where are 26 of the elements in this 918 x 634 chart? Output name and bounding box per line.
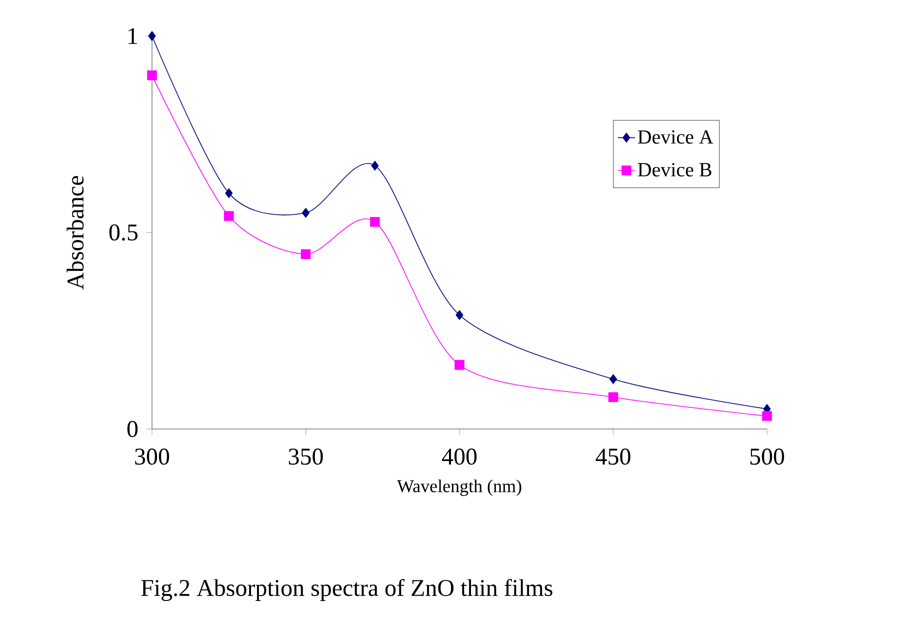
point <box>300 249 311 260</box>
x-tick-label: 450 <box>596 448 630 465</box>
legend-label: Device B <box>638 163 712 176</box>
x-tick-label: 500 <box>750 448 784 465</box>
point <box>225 188 233 198</box>
text: Fig.2 Absorption spectra of ZnO thin films <box>141 578 552 602</box>
x-tick-label: 350 <box>288 448 323 465</box>
point <box>609 374 618 384</box>
point <box>224 211 234 221</box>
point <box>762 411 772 421</box>
point <box>370 216 380 227</box>
point <box>302 208 310 218</box>
point <box>371 160 379 171</box>
y-tick-label: 1 <box>128 28 138 44</box>
point <box>454 360 464 370</box>
y-tick-label: 0.5 <box>109 224 138 241</box>
point <box>608 392 618 402</box>
x-axis-title: Wavelength (nm) <box>397 480 522 496</box>
y-tick-label: 0 <box>127 420 138 438</box>
x-tick-label: 300 <box>135 448 170 465</box>
legend-label: Device A <box>638 130 714 144</box>
point <box>147 70 157 80</box>
point <box>148 31 156 41</box>
point <box>456 310 464 320</box>
y-axis-title: Absorbance <box>66 176 84 290</box>
x-tick-label: 400 <box>442 448 477 465</box>
